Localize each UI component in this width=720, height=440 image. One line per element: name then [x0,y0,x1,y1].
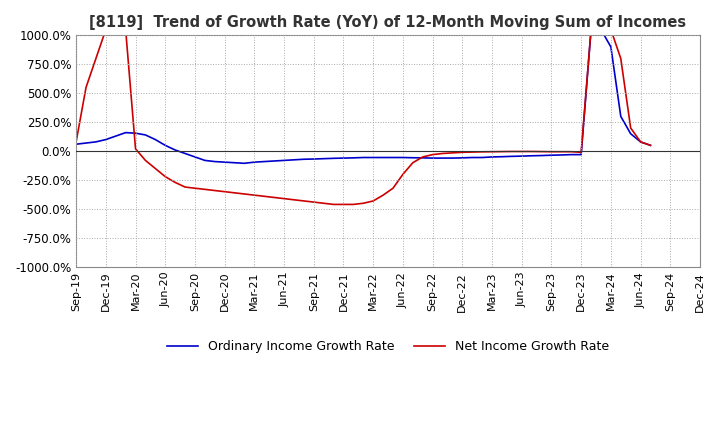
Net Income Growth Rate [91,56,100,61]
Ordinary Income Growth Rate [220,160,229,165]
Net Income Growth Rate [389,186,397,191]
Net Income Growth Rate [102,27,110,32]
Net Income Growth Rate [171,180,179,185]
Ordinary Income Growth Rate [646,143,654,148]
Ordinary Income Growth Rate [161,143,169,148]
Ordinary Income Growth Rate [379,155,387,160]
Ordinary Income Growth Rate [72,142,81,147]
Line: Net Income Growth Rate: Net Income Growth Rate [76,29,650,205]
Net Income Growth Rate [141,158,150,163]
Net Income Growth Rate [508,149,516,154]
Ordinary Income Growth Rate [587,27,595,32]
Legend: Ordinary Income Growth Rate, Net Income Growth Rate: Ordinary Income Growth Rate, Net Income … [162,335,614,358]
Title: [8119]  Trend of Growth Rate (YoY) of 12-Month Moving Sum of Incomes: [8119] Trend of Growth Rate (YoY) of 12-… [89,15,687,30]
Ordinary Income Growth Rate [91,139,100,144]
Line: Ordinary Income Growth Rate: Ordinary Income Growth Rate [76,29,650,163]
Net Income Growth Rate [329,202,338,207]
Ordinary Income Growth Rate [131,131,140,136]
Net Income Growth Rate [230,190,239,195]
Ordinary Income Growth Rate [240,161,249,166]
Net Income Growth Rate [646,143,654,148]
Net Income Growth Rate [72,139,81,144]
Ordinary Income Growth Rate [498,154,506,159]
